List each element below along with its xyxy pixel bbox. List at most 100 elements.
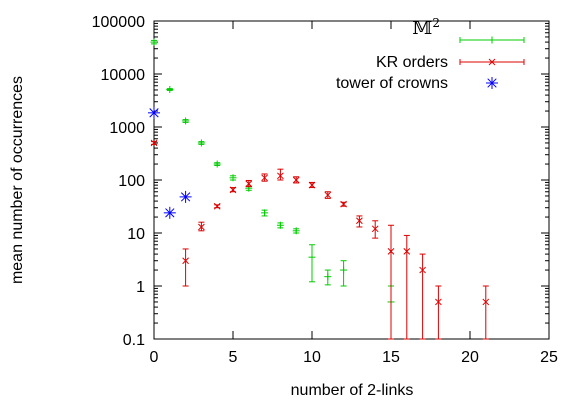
data-point (213, 202, 221, 210)
data-point-d2 (340, 200, 347, 208)
data-point (356, 217, 363, 225)
data-point (261, 174, 268, 182)
data-point (292, 227, 300, 235)
data-point (197, 139, 205, 147)
data-point-d2 (245, 180, 253, 188)
data-point (150, 38, 158, 46)
data-point-d2 (371, 225, 379, 233)
data-point (308, 181, 316, 189)
data-point (435, 298, 442, 306)
data-point-d2 (403, 248, 411, 255)
data-point-d2 (435, 298, 442, 306)
data-point (340, 200, 347, 208)
data-point-d2 (292, 176, 300, 184)
data-point (276, 221, 284, 229)
data-point (261, 209, 269, 217)
error-bar (482, 285, 489, 340)
tick-labels: 0 5 10 15 20 25 0.1 1 10 100 1000 10000 100000 (92, 14, 558, 366)
error-bar (435, 285, 442, 340)
x-tick-label: 20 (461, 349, 479, 366)
data-point (387, 248, 395, 255)
data-point (229, 174, 237, 182)
legend: 𝕄2 KR orders tower of crowns (336, 16, 525, 92)
legend-entry-m2: 𝕄2 (412, 16, 525, 44)
data-point (166, 85, 174, 93)
legend-marker (488, 36, 496, 44)
error-bar (388, 224, 394, 340)
error-bar (309, 244, 315, 283)
data-point (482, 298, 490, 306)
data-point-d2 (482, 298, 490, 306)
data-point-d2 (213, 202, 221, 210)
y-tick-label: 100000 (92, 14, 145, 31)
data-point-d2 (149, 108, 159, 118)
data-point (163, 206, 176, 219)
error-bar (277, 168, 284, 181)
data-point-d2 (324, 191, 332, 199)
data-point-d2 (356, 217, 363, 225)
data-point (198, 223, 205, 231)
data-point-d2 (277, 172, 284, 180)
data-point (324, 191, 332, 199)
legend-label-kr-orders: KR orders (376, 54, 448, 71)
data-marks (148, 38, 490, 340)
y-tick-label: 1000 (109, 120, 145, 137)
data-point (419, 266, 426, 274)
data-point (277, 172, 284, 180)
legend-sample-m2 (459, 36, 525, 44)
data-point-d2 (150, 139, 158, 147)
y-tick-label: 1 (136, 279, 145, 296)
data-point (229, 186, 237, 194)
x-axis-title: number of 2-links (291, 382, 414, 399)
axis-ticks (153, 20, 550, 340)
data-point (292, 176, 300, 184)
data-point-d2 (229, 186, 237, 194)
x-tick-label: 25 (540, 349, 558, 366)
data-point (371, 225, 379, 233)
legend-entry-tower-of-crowns: tower of crowns (336, 75, 498, 92)
data-point-d2 (261, 174, 268, 182)
data-point (340, 266, 348, 274)
data-point (213, 160, 221, 168)
error-bar (182, 248, 189, 287)
data-point-d2 (180, 192, 191, 202)
data-point (182, 117, 190, 125)
legend-marker (486, 77, 498, 89)
error-bar (419, 253, 426, 340)
legend-label-m2: 𝕄2 (412, 16, 440, 39)
legend-entry-kr-orders: KR orders (376, 54, 525, 71)
data-point (150, 139, 158, 147)
data-point (245, 180, 253, 188)
legend-sample-tower-of-crowns (486, 77, 498, 89)
x-tick-label: 0 (150, 349, 159, 366)
data-point-d2 (182, 257, 189, 265)
data-point (308, 253, 316, 261)
data-point (182, 257, 189, 265)
y-tick-label: 10000 (101, 67, 146, 84)
data-point (324, 273, 332, 281)
data-point (179, 190, 192, 203)
x-tick-label: 10 (303, 349, 321, 366)
data-point (148, 106, 160, 119)
legend-sample-kr-orders (459, 58, 525, 66)
legend-marker (488, 58, 496, 66)
series-tower-of-crowns (148, 106, 192, 219)
y-tick-label: 10 (127, 226, 145, 243)
data-point-d2 (165, 208, 175, 218)
y-axis-title: mean number of occurrences (9, 76, 26, 284)
data-point-d2 (419, 266, 426, 274)
x-tick-label: 15 (382, 349, 400, 366)
legend-marker-d2 (487, 78, 497, 88)
plot-border (153, 20, 550, 340)
data-point-d2 (308, 181, 316, 189)
y-tick-label: 0.1 (123, 332, 145, 349)
data-point (403, 248, 411, 255)
y-tick-label: 100 (118, 173, 145, 190)
error-bar (403, 234, 410, 340)
data-point-d2 (387, 248, 395, 255)
series-kr-orders (150, 139, 490, 340)
data-point-d2 (198, 223, 205, 231)
plot-frame (153, 20, 550, 340)
legend-label-tower-of-crowns: tower of crowns (336, 75, 448, 92)
